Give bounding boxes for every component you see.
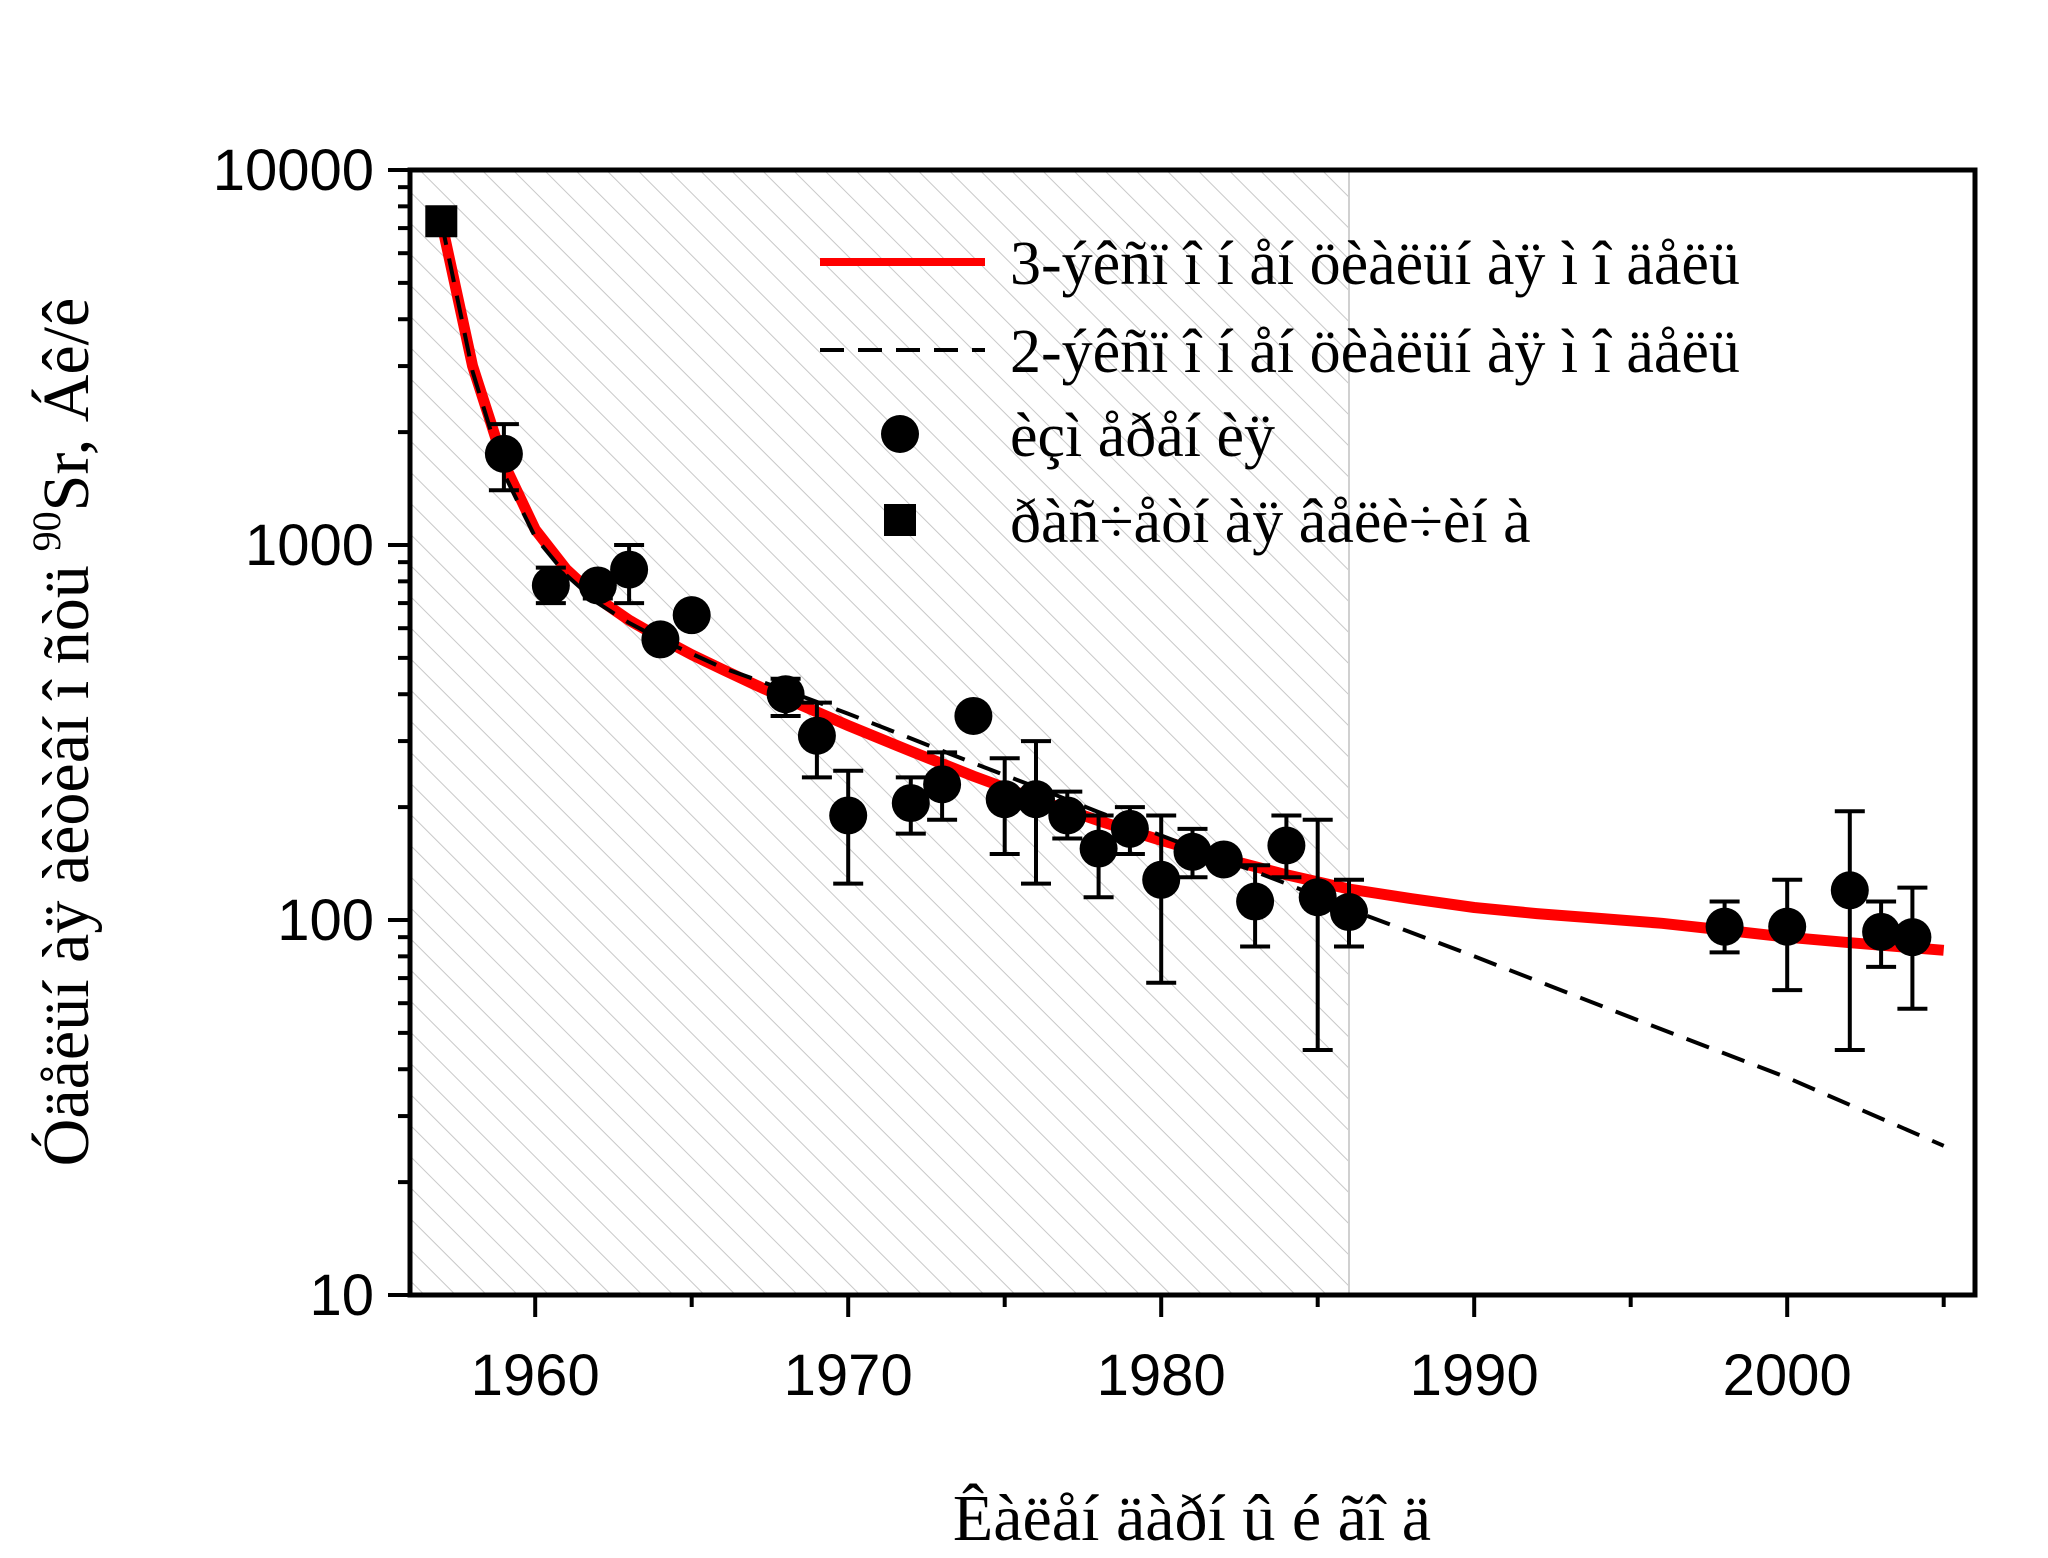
- measurement-point: [672, 596, 711, 635]
- calculated-point: [425, 205, 458, 238]
- y-tick-label: 100: [277, 888, 374, 953]
- measurement-point: [1017, 780, 1055, 819]
- measurement-point: [985, 780, 1024, 819]
- y-axis-label-tail: Sr, Áê/ê: [30, 298, 103, 512]
- y-axis-label-main: Óäåëüí àÿ àêòèâí î ñòü: [30, 565, 103, 1166]
- measurement-point: [891, 784, 930, 823]
- measurement-point: [1204, 840, 1243, 879]
- measurement-point: [1142, 860, 1181, 899]
- x-tick-label: 1980: [1097, 1343, 1226, 1408]
- measurement-point: [1705, 907, 1744, 946]
- x-axis: 1960 1970 1980 1990 2000: [471, 1295, 1946, 1408]
- y-tick-label: 1000: [245, 513, 374, 578]
- y-axis-label-isotope-mass: 90: [24, 511, 69, 551]
- measurement-point: [1110, 809, 1149, 848]
- x-tick-label: 2000: [1723, 1343, 1852, 1408]
- y-axis-label: Óäåëüí àÿ àêòèâí î ñòü 90Sr, Áê/ê: [24, 298, 103, 1167]
- measurement-point: [1236, 882, 1275, 921]
- data-markers: [425, 205, 1932, 957]
- plot-frame: [407, 167, 1978, 1298]
- measurement-point: [1298, 878, 1337, 917]
- legend-label: 3-ýêñï î í åí öèàëüí àÿ ì î äåëü: [1010, 230, 1740, 298]
- series-2exp-line: [439, 220, 1945, 1148]
- measurement-point: [1267, 826, 1306, 865]
- y-tick-label: 10: [309, 1263, 374, 1328]
- measurement-point: [1768, 907, 1807, 946]
- measurement-point: [1079, 829, 1118, 868]
- measurement-point: [797, 716, 836, 755]
- measurement-point: [578, 566, 617, 605]
- measurement-point: [1893, 918, 1932, 957]
- measurement-point: [1330, 893, 1368, 932]
- x-tick-label: 1970: [784, 1343, 913, 1408]
- measurement-point: [1048, 796, 1087, 835]
- legend-label: ðàñ÷åòí àÿ âåëè÷èí à: [1010, 488, 1531, 556]
- measurement-point: [531, 566, 570, 605]
- x-tick-label: 1960: [471, 1343, 600, 1408]
- legend-circle-marker: [881, 415, 919, 453]
- measurement-point: [641, 620, 680, 659]
- measurement-point: [1173, 832, 1212, 871]
- measurement-point: [1862, 912, 1901, 951]
- measurement-point: [954, 696, 993, 735]
- legend-label: èçì åðåí èÿ: [1010, 402, 1275, 470]
- measurement-point: [923, 765, 962, 804]
- measurement-point: [766, 675, 805, 714]
- x-tick-label: 1990: [1410, 1343, 1539, 1408]
- legend-square-marker: [884, 504, 916, 536]
- legend-label: 2-ýêñï î í åí öèàëüí àÿ ì î äåëü: [1010, 318, 1740, 386]
- measurement-point: [1830, 871, 1869, 910]
- measurement-point: [484, 434, 523, 473]
- measurement-point: [829, 796, 868, 835]
- y-axis: 10 100 1000 10000: [213, 138, 410, 1328]
- x-axis-label: Êàëåí äàðí û é ãî ä: [953, 1482, 1431, 1555]
- legend: 3-ýêñï î í åí öèàëüí àÿ ì î äåëü 2-ýêñï î…: [820, 230, 1740, 556]
- y-tick-label: 10000: [213, 138, 374, 203]
- measurement-point: [610, 550, 649, 589]
